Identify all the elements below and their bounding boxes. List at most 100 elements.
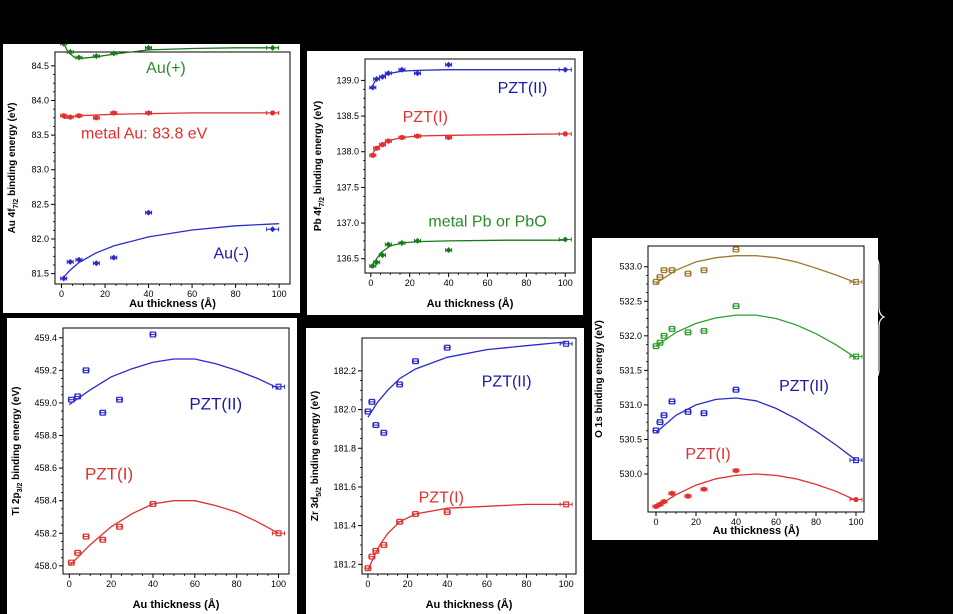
diamond-marker xyxy=(75,54,82,61)
circle-marker xyxy=(669,490,675,496)
x-tick-label: 0 xyxy=(59,289,64,299)
data-point xyxy=(380,429,388,436)
diamond-marker xyxy=(369,262,376,269)
plot-frame xyxy=(364,58,576,274)
data-point xyxy=(700,327,708,334)
y-tick-label: 458.2 xyxy=(34,528,57,538)
y-axis-label-subscript: 3/2 xyxy=(17,483,24,493)
data-point xyxy=(396,518,404,525)
y-axis-label-rest: binding energy (eV) xyxy=(11,386,22,482)
y-tick-label: 533.0 xyxy=(619,262,642,272)
square-marker xyxy=(68,396,75,403)
x-tick-label: 60 xyxy=(771,517,781,527)
square-marker xyxy=(656,274,663,281)
square-marker xyxy=(660,332,667,339)
diamond-marker xyxy=(145,44,152,51)
y-axis-label-rest: binding energy (eV) xyxy=(310,391,321,487)
data-point xyxy=(75,54,83,61)
data-point xyxy=(660,332,668,339)
y-tick-label: 458.6 xyxy=(34,463,57,473)
square-marker xyxy=(372,547,379,554)
square-marker xyxy=(853,278,860,285)
y-tick-label: 459.0 xyxy=(34,398,57,408)
y-tick-label: 181.2 xyxy=(333,559,356,569)
y-tick-label: 458.8 xyxy=(34,431,57,441)
x-tick-label: 100 xyxy=(558,278,573,288)
square-marker xyxy=(563,501,570,508)
y-tick-label: 137.0 xyxy=(336,218,359,228)
diamond-marker xyxy=(61,44,67,47)
data-point xyxy=(849,353,863,360)
circle-marker xyxy=(111,110,117,116)
y-axis-label-subscript: 7/2 xyxy=(319,197,326,207)
square-marker xyxy=(733,246,740,253)
x-tick-label: 0 xyxy=(365,579,370,589)
square-marker xyxy=(668,325,675,332)
data-point xyxy=(668,398,676,405)
square-marker xyxy=(656,419,663,426)
circle-marker xyxy=(562,131,568,137)
annotation-label: Au(+) xyxy=(146,60,186,77)
data-point xyxy=(82,533,90,540)
data-point xyxy=(684,329,692,336)
data-point xyxy=(373,145,381,151)
data-point xyxy=(272,383,286,390)
data-point xyxy=(732,303,740,310)
data-point xyxy=(74,549,82,556)
data-point xyxy=(92,115,100,121)
fit-curve xyxy=(655,255,857,284)
data-point xyxy=(379,142,386,148)
annotation-label: PZT(II) xyxy=(779,378,829,395)
square-marker xyxy=(412,511,419,518)
data-point xyxy=(110,50,118,57)
plot-frame xyxy=(54,51,291,285)
data-point xyxy=(396,381,404,388)
x-tick-label: 80 xyxy=(811,517,821,527)
x-axis-label: Au thickness (Å) xyxy=(133,598,220,611)
data-point xyxy=(384,138,392,144)
fit-curve xyxy=(367,503,567,571)
y-axis-label-subscript: 7/2 xyxy=(13,199,20,209)
data-point xyxy=(559,340,573,347)
fit-curve xyxy=(63,44,280,59)
data-point xyxy=(99,536,107,543)
square-marker xyxy=(656,339,663,346)
y-axis-label: Ti 2p3/2 binding energy (eV) xyxy=(11,386,24,515)
y-tick-label: 84.0 xyxy=(31,95,49,105)
square-marker xyxy=(149,500,156,507)
diamond-marker xyxy=(67,49,74,55)
data-point xyxy=(443,509,451,516)
data-point xyxy=(75,256,83,263)
data-point xyxy=(684,270,692,277)
circle-marker xyxy=(370,152,376,158)
data-point xyxy=(652,278,660,285)
y-tick-label: 83.5 xyxy=(31,130,49,140)
data-point xyxy=(266,110,280,116)
circle-marker xyxy=(685,493,691,499)
circle-marker xyxy=(374,145,380,151)
square-marker xyxy=(380,429,387,436)
data-point xyxy=(60,113,68,119)
diamond-marker xyxy=(385,70,392,77)
data-point xyxy=(849,496,863,503)
data-point xyxy=(668,325,676,332)
square-marker xyxy=(380,541,387,548)
y-axis-label: Pb 4f7/2 binding energy (eV) xyxy=(313,101,326,231)
annotation-label: metal Au: 83.8 eV xyxy=(81,126,208,143)
square-marker xyxy=(853,457,860,464)
data-point xyxy=(145,209,153,216)
annotation-label: PZT(II) xyxy=(498,80,548,97)
data-point xyxy=(656,274,664,281)
circle-marker xyxy=(661,499,667,505)
square-marker xyxy=(83,367,90,374)
data-point xyxy=(266,226,280,233)
y-axis-label-subscript: 5/2 xyxy=(316,487,323,497)
x-tick-label: 40 xyxy=(148,579,158,589)
annotation-label: PZT(I) xyxy=(85,465,133,484)
square-marker xyxy=(668,398,675,405)
pb4f-chart: 0 20 40 60 80 100 136.5 137.0 137.5 138.0 138.5 139… xyxy=(313,58,576,310)
data-point xyxy=(372,422,380,429)
x-axis-label: Au thickness (Å) xyxy=(713,524,800,537)
x-tick-label: 40 xyxy=(731,517,741,527)
data-point xyxy=(110,110,118,116)
